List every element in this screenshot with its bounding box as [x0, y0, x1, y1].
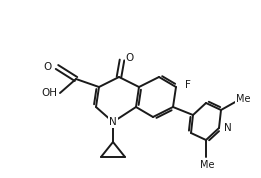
Text: OH: OH	[41, 88, 57, 98]
Text: N: N	[224, 123, 232, 133]
Text: O: O	[126, 53, 134, 63]
Text: F: F	[185, 80, 191, 90]
Text: N: N	[109, 117, 117, 127]
Text: Me: Me	[236, 94, 250, 104]
Text: O: O	[44, 62, 52, 72]
Text: Me: Me	[200, 160, 214, 170]
